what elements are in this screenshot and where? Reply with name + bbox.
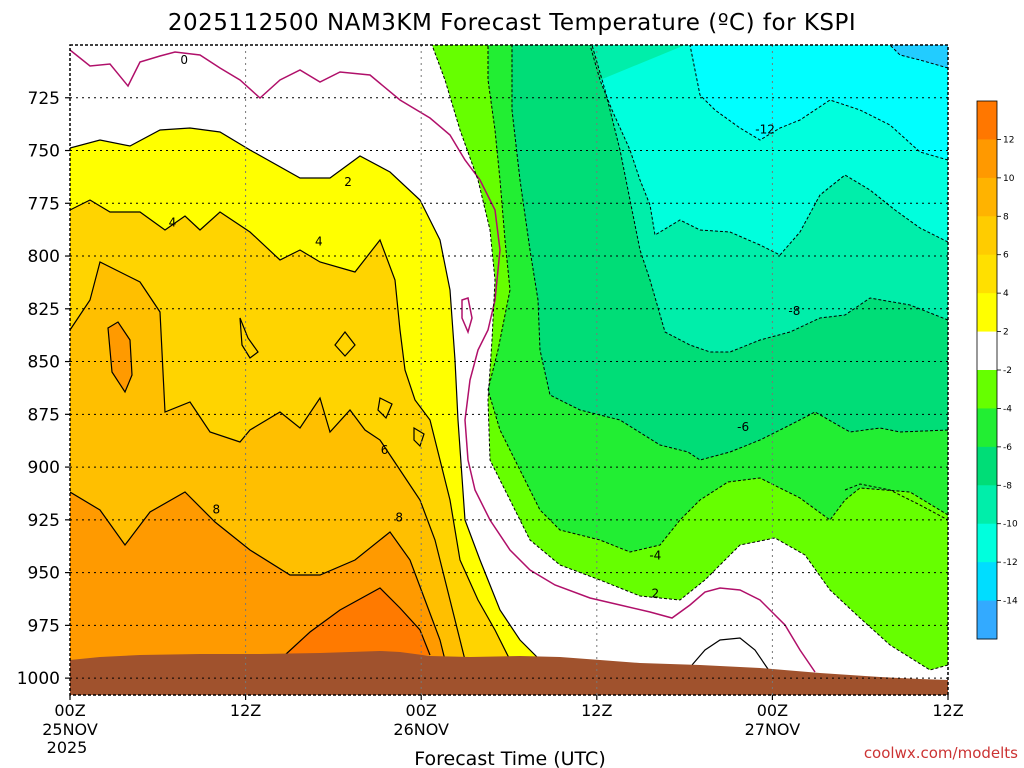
y-tick-label: 1000: [17, 669, 60, 689]
contour-label: -8: [788, 304, 800, 318]
colorbar-label: 2: [1003, 328, 1009, 338]
colorbar-segment: [977, 293, 997, 333]
contour-label: 4: [315, 234, 323, 248]
y-tick-label: 775: [28, 194, 60, 214]
x-axis-title: Forecast Time (UTC): [414, 748, 605, 768]
contour-label: 2: [652, 587, 660, 601]
colorbar-segment: [977, 446, 997, 486]
y-tick-label: 750: [28, 142, 60, 162]
y-tick-label: 825: [28, 300, 60, 320]
near-surface-white-wedge: [690, 588, 830, 672]
colorbar-label: -4: [1003, 404, 1012, 414]
colorbar-label: -12: [1003, 558, 1018, 568]
plot-frame: [69, 44, 949, 696]
colorbar-label: -2: [1003, 366, 1012, 376]
contour-line-zero: [70, 49, 816, 673]
colorbar-segment: [977, 370, 997, 409]
colorbar-segment: [977, 331, 997, 371]
colorbar-segment: [977, 523, 997, 563]
colorbar-segment: [977, 600, 997, 640]
x-tick-label-time: 00Z: [406, 701, 437, 720]
x-tick-label-time: 12Z: [932, 701, 963, 720]
y-tick-label: 975: [28, 616, 60, 636]
colorbar-segment: [977, 408, 997, 448]
chart-title: 2025112500 NAM3KM Forecast Temperature (…: [168, 10, 856, 36]
x-tick-label-time: 12Z: [581, 701, 612, 720]
contour-label: 0: [180, 53, 188, 67]
temperature-field: [70, 45, 948, 695]
colorbar-segment: [977, 139, 997, 179]
contour-label: 8: [395, 511, 403, 525]
y-tick-label: 950: [28, 564, 60, 584]
colorbar-label: -14: [1003, 597, 1018, 607]
contour-label: 8: [213, 502, 221, 516]
x-tick-label-time: 12Z: [230, 701, 261, 720]
colorbar-segment: [977, 177, 997, 217]
x-tick-label-time: 00Z: [54, 701, 85, 720]
credit-text: coolwx.com/modelts: [864, 744, 1018, 762]
x-tick-label-date: 27NOV: [745, 720, 801, 739]
x-tick-label-date: 25NOV: [42, 720, 98, 739]
contour-label: 2: [344, 175, 352, 189]
band-10-12: [285, 588, 430, 655]
band-below-minus14: [890, 45, 948, 68]
x-tick-label-time: 00Z: [757, 701, 788, 720]
y-tick-label: 875: [28, 405, 60, 425]
colorbar-label: 4: [1003, 289, 1009, 299]
colorbar-segment: [977, 216, 997, 256]
colorbar-segment: [977, 562, 997, 602]
colorbar-label: 6: [1003, 251, 1009, 261]
contour-label: 4: [169, 215, 177, 229]
contour-label: 6: [381, 443, 389, 457]
y-tick-label: 725: [28, 89, 60, 109]
contour-labels: 0 2 4 4 6 8 8 -12 -8 -6 -4 2: [169, 53, 801, 601]
colorbar-label: 12: [1003, 135, 1014, 145]
colorbar-segment: [977, 101, 997, 140]
x-tick-label-year: 2025: [47, 738, 88, 757]
grid-lines: [70, 45, 948, 695]
colorbar: 12 10 8 6 4 2 -2 -4 -6 -8 -10 -12 -14: [976, 100, 1018, 640]
colorbar-segment: [977, 485, 997, 525]
colorbar-label: -10: [1003, 520, 1018, 530]
y-axis: 725 750 775 800 825 850 875 900 925 950 975 1000: [17, 89, 70, 689]
x-tick-label-date: 26NOV: [393, 720, 449, 739]
y-tick-label: 900: [28, 458, 60, 478]
colorbar-label: 8: [1003, 212, 1009, 222]
colorbar-label: 10: [1003, 174, 1015, 184]
y-tick-label: 800: [28, 247, 60, 267]
colorbar-label: -6: [1003, 443, 1012, 453]
colorbar-label: -8: [1003, 481, 1012, 491]
contour-label: -6: [737, 420, 749, 434]
y-tick-label: 925: [28, 511, 60, 531]
colorbar-segment: [977, 254, 997, 294]
y-tick-label: 850: [28, 353, 60, 373]
band-minus12-minus14: [690, 45, 948, 160]
contour-label: -4: [649, 549, 661, 563]
contour-lines-warm: [70, 127, 771, 673]
ground-terrain: [70, 651, 948, 695]
contour-label: -12: [755, 122, 775, 136]
